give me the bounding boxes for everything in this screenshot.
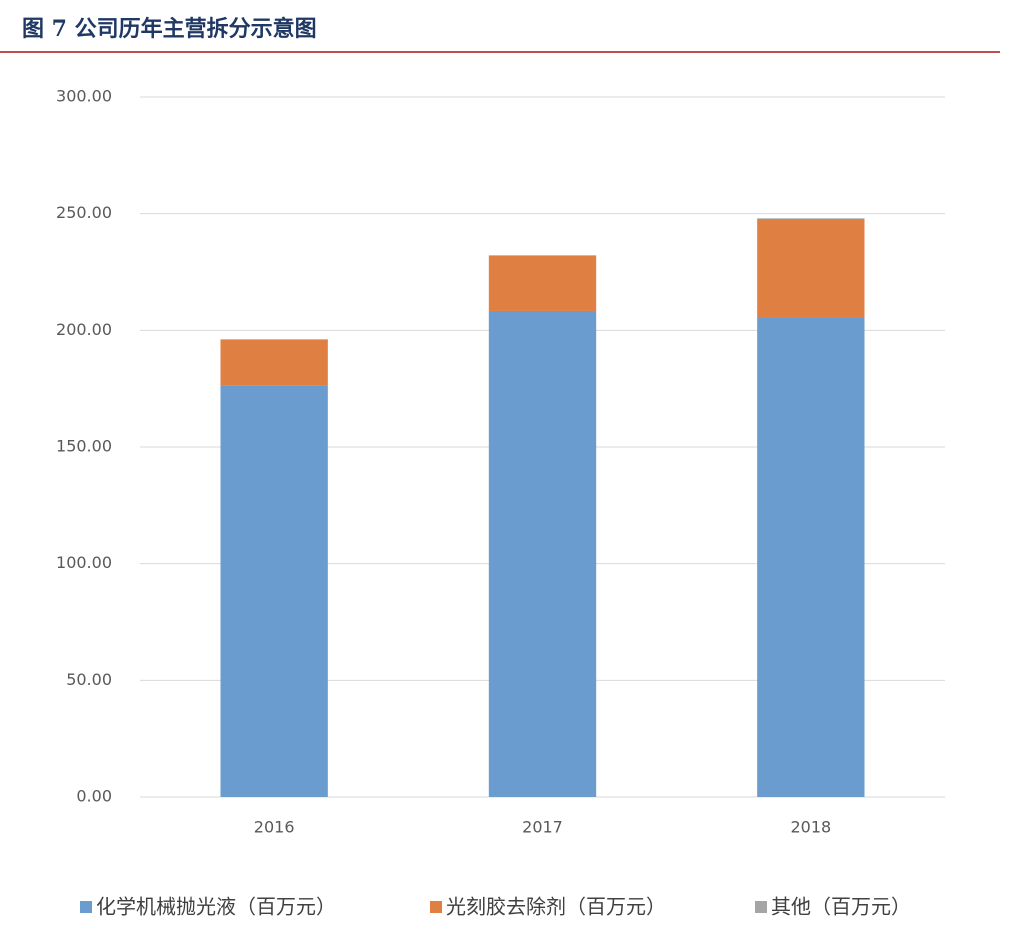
bar-segment [488, 255, 597, 311]
legend-label: 其他（百万元） [771, 895, 911, 919]
y-tick-label: 250.00 [56, 203, 112, 222]
legend-label: 化学机械抛光液（百万元） [96, 895, 336, 919]
y-tick-label: 200.00 [56, 320, 112, 339]
x-tick-label: 2018 [790, 818, 831, 837]
y-tick-label: 150.00 [56, 437, 112, 456]
x-tick-label: 2017 [522, 818, 563, 837]
bar-segment [757, 219, 865, 318]
legend-label: 光刻胶去除剂（百万元） [446, 895, 666, 919]
bar-segment [757, 317, 865, 797]
y-tick-label: 0.00 [76, 787, 112, 806]
chart-title: 图 7 公司历年主营拆分示意图 [22, 16, 317, 42]
bar-segment [220, 339, 328, 386]
bar-segment [488, 310, 597, 797]
x-tick-label: 2016 [254, 818, 295, 837]
bar-segment [757, 218, 865, 220]
legend-swatch [80, 901, 92, 913]
bar-segment [220, 385, 328, 797]
y-tick-label: 300.00 [56, 87, 112, 106]
bar-segment [488, 255, 597, 256]
bar-segment [220, 339, 328, 340]
y-tick-label: 100.00 [56, 553, 112, 572]
y-tick-label: 50.00 [66, 670, 112, 689]
legend-swatch [430, 901, 442, 913]
legend-swatch [755, 901, 767, 913]
